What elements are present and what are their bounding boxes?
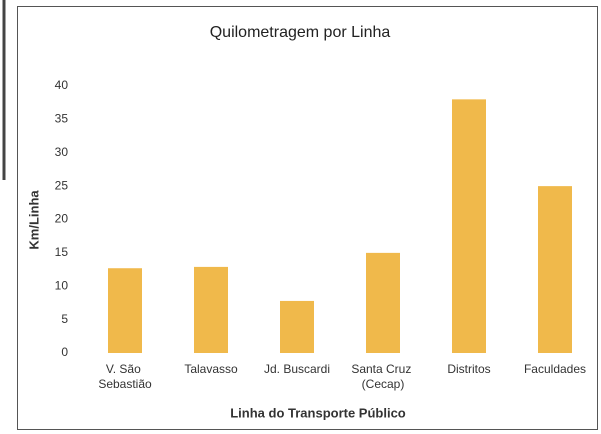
y-axis-title: Km/Linha — [26, 190, 41, 250]
bar — [366, 252, 400, 353]
x-tick-label: V. São Sebastião — [98, 362, 152, 391]
bar — [194, 266, 228, 353]
y-tick-label: 40 — [55, 78, 69, 92]
y-tick-label: 5 — [61, 312, 68, 326]
y-tick-label: 0 — [61, 345, 68, 359]
x-tick-label: Faculdades — [524, 362, 586, 376]
y-tick-label: 20 — [55, 212, 69, 226]
y-tick-label: 30 — [55, 145, 69, 159]
y-tick-label: 10 — [55, 278, 69, 292]
bar — [108, 268, 142, 353]
chart-title: Quilometragem por Linha — [210, 24, 391, 41]
bar — [538, 186, 572, 353]
x-tick-label: Distritos — [447, 362, 490, 376]
bar — [452, 99, 486, 353]
x-tick-label: Talavasso — [184, 362, 238, 376]
x-axis-title: Linha do Transporte Público — [230, 405, 406, 420]
x-tick-label: Santa Cruz (Cecap) — [351, 362, 414, 391]
y-tick-label: 35 — [55, 112, 69, 126]
x-tick-label: Jd. Buscardi — [264, 362, 330, 376]
chart-frame — [17, 6, 598, 430]
y-tick-label: 15 — [55, 245, 69, 259]
bar — [280, 300, 314, 353]
y-tick-label: 25 — [55, 178, 69, 192]
